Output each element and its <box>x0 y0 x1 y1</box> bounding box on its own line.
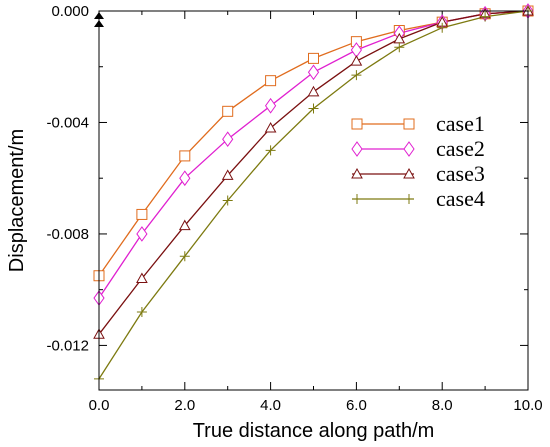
legend-marker-case4 <box>404 194 414 204</box>
y-axis-title: Displacement/m <box>6 129 28 272</box>
data-point-case2 <box>307 64 320 81</box>
x-tick-label: 8.0 <box>432 397 453 414</box>
x-tick-label: 6.0 <box>346 397 367 414</box>
data-point-case3 <box>221 169 234 180</box>
data-point-case3 <box>136 272 148 284</box>
x-tick-label: 0.0 <box>89 397 110 414</box>
arrow-head-icon <box>94 12 104 19</box>
data-point-case1 <box>222 105 234 117</box>
data-point-case4 <box>308 103 319 114</box>
y-tick-label: -0.004 <box>46 114 89 131</box>
data-point-case4 <box>351 70 362 81</box>
legend-marker-case3 <box>351 167 363 179</box>
legend-marker-case2 <box>351 141 363 157</box>
legend-marker-case4 <box>352 194 362 204</box>
x-tick-label: 10.0 <box>513 397 542 414</box>
y-tick-label: -0.008 <box>46 226 89 243</box>
data-point-case3 <box>307 85 320 97</box>
data-point-case1 <box>265 75 277 87</box>
legend-marker-case1 <box>351 118 363 130</box>
legend-label-case3: case3 <box>436 161 485 186</box>
data-point-case4 <box>136 306 147 317</box>
y-tick-label: -0.012 <box>46 337 89 354</box>
data-point-case4 <box>179 251 190 262</box>
x-tick-label: 4.0 <box>260 397 281 414</box>
x-axis-title: True distance along path/m <box>193 420 435 442</box>
legend-label-case2: case2 <box>436 136 485 161</box>
data-point-case4 <box>437 22 448 33</box>
data-point-case2 <box>264 97 277 114</box>
data-point-case1 <box>308 52 319 64</box>
tick-labels: 0.0 2.0 4.0 6.0 8.0 10.0 0.000 -0.004 -0.008 -0.0… <box>46 3 542 414</box>
data-point-case3 <box>350 55 363 66</box>
legend-marker-case3 <box>403 167 415 179</box>
y-tick-label: 0.000 <box>51 3 89 20</box>
data-point-case3 <box>264 122 277 133</box>
legend-marker-case2 <box>403 141 415 157</box>
legend-marker-case1 <box>403 118 415 130</box>
arrow-head-icon <box>94 20 104 27</box>
legend-label-case4: case4 <box>436 186 485 211</box>
data-point-case4 <box>480 11 491 22</box>
data-point-case4 <box>265 145 276 156</box>
legend-label-case1: case1 <box>436 111 485 136</box>
data-point-case2 <box>179 170 191 187</box>
data-point-case4 <box>222 195 233 206</box>
y-axis-arrow-marker <box>94 12 104 27</box>
data-point-case1 <box>179 150 191 162</box>
data-point-case2 <box>222 131 234 148</box>
x-tick-label: 2.0 <box>174 397 195 414</box>
data-point-case1 <box>136 208 148 220</box>
data-point-case3 <box>178 219 191 231</box>
plot-frame <box>98 10 529 391</box>
data-point-case2 <box>136 226 148 242</box>
data-point-case4 <box>394 42 405 53</box>
